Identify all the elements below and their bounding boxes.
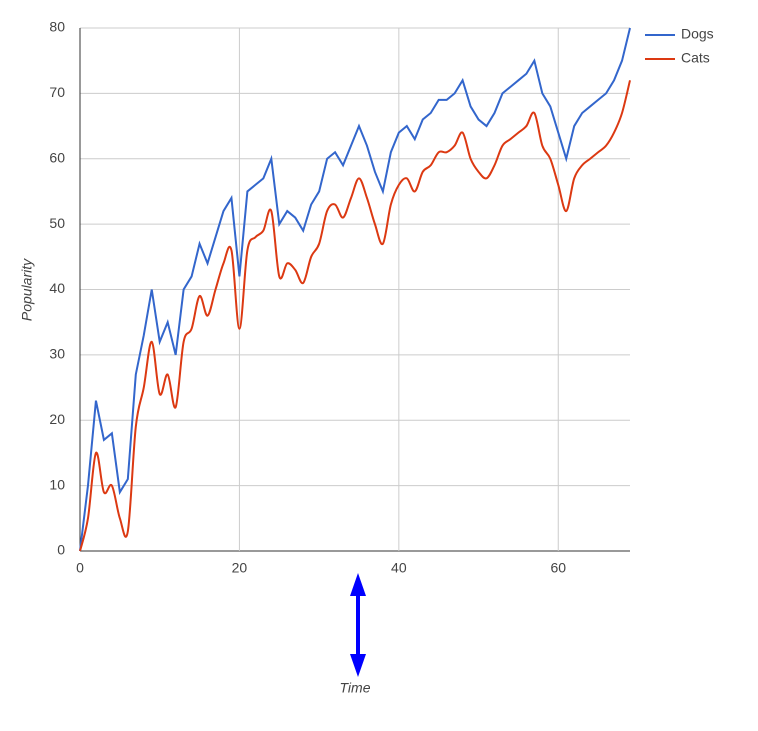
- y-tick-label: 20: [49, 411, 65, 427]
- line-series: [79, 80, 631, 552]
- y-tick-label: 70: [49, 84, 65, 100]
- x-tick-label: 60: [550, 560, 566, 576]
- x-tick-label: 40: [391, 560, 407, 576]
- y-axis-title: Popularity: [19, 258, 35, 321]
- y-tick-label: 80: [49, 19, 65, 35]
- y-tick-label: 0: [57, 542, 65, 558]
- x-tick-label: 20: [232, 560, 248, 576]
- y-tick-label: 40: [49, 280, 65, 296]
- legend-label: Cats: [681, 50, 710, 66]
- y-tick-label: 30: [49, 346, 65, 362]
- arrow: [350, 573, 366, 677]
- y-tick-label: 50: [49, 215, 65, 231]
- y-tick-label: 10: [49, 476, 65, 492]
- x-tick-label: 0: [76, 560, 84, 576]
- line-series: [79, 27, 631, 552]
- y-tick-label: 60: [49, 149, 65, 165]
- x-axis-title: Time: [340, 680, 371, 696]
- legend-label: Dogs: [681, 26, 714, 42]
